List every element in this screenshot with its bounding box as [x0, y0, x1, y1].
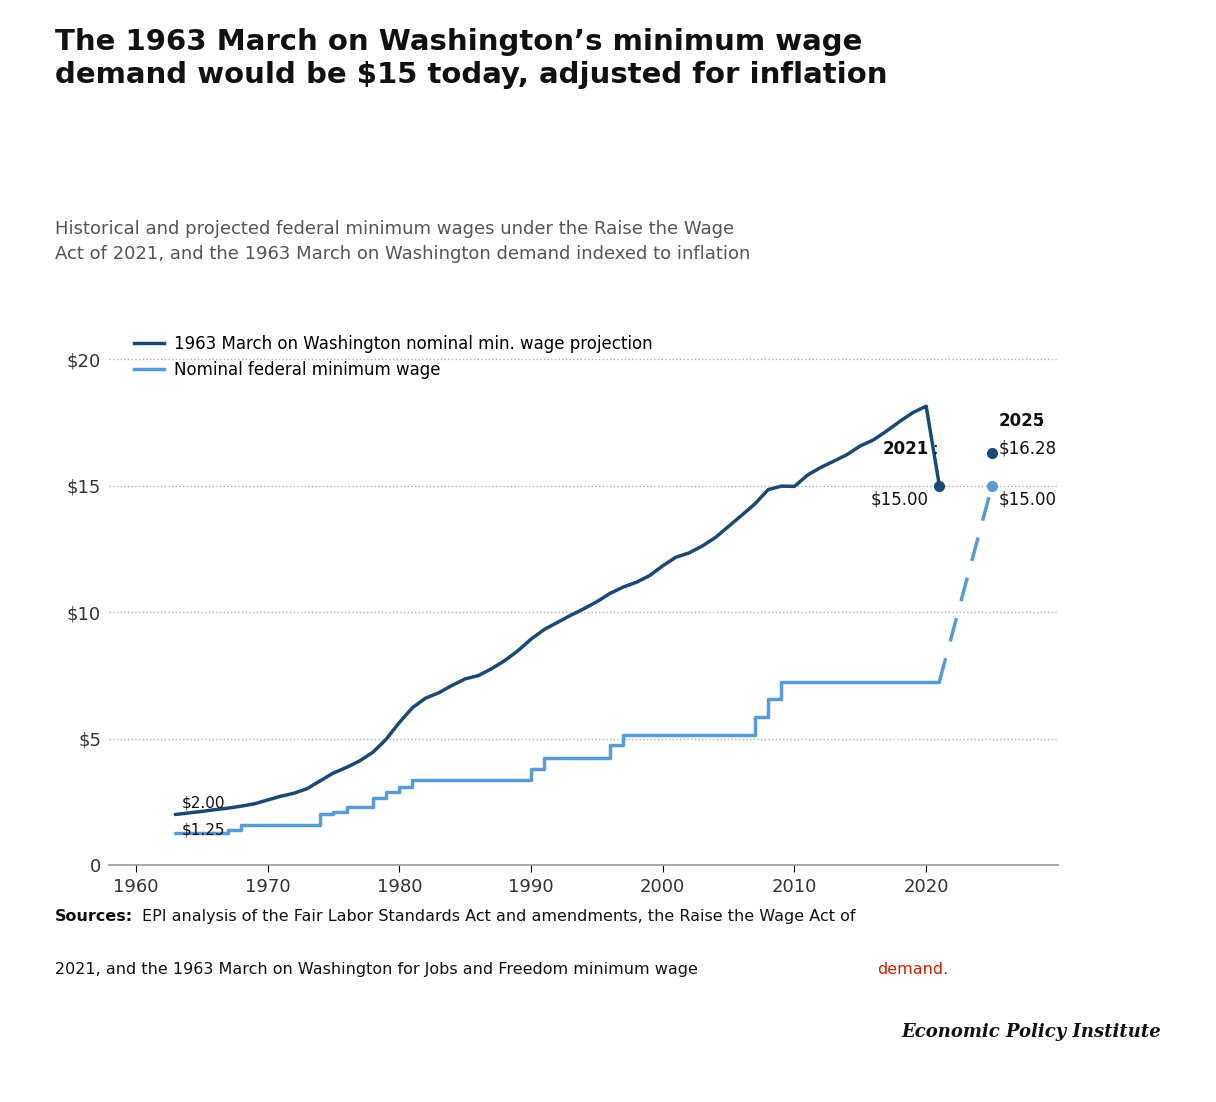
- Text: Economic Policy Institute: Economic Policy Institute: [901, 1024, 1161, 1041]
- Text: The 1963 March on Washington’s minimum wage
demand would be $15 today, adjusted : The 1963 March on Washington’s minimum w…: [55, 28, 888, 89]
- Text: Sources:: Sources:: [55, 909, 133, 925]
- Text: demand.: demand.: [877, 962, 948, 977]
- Text: $2.00: $2.00: [182, 796, 225, 811]
- Text: 2021, and the 1963 March on Washington for Jobs and Freedom minimum wage: 2021, and the 1963 March on Washington f…: [55, 962, 703, 977]
- Text: :: :: [933, 440, 939, 457]
- Text: $1.25: $1.25: [182, 823, 225, 838]
- Text: Historical and projected federal minimum wages under the Raise the Wage
Act of 2: Historical and projected federal minimum…: [55, 220, 750, 262]
- Text: 2021: 2021: [883, 440, 929, 457]
- Text: 2025: 2025: [998, 412, 1045, 430]
- Legend: 1963 March on Washington nominal min. wage projection, Nominal federal minimum w: 1963 March on Washington nominal min. wa…: [128, 328, 659, 386]
- Text: $15.00: $15.00: [871, 490, 929, 509]
- Text: $16.28: $16.28: [998, 440, 1057, 457]
- Text: $15.00: $15.00: [998, 490, 1057, 509]
- Text: :: :: [1038, 412, 1043, 430]
- Text: EPI analysis of the Fair Labor Standards Act and amendments, the Raise the Wage : EPI analysis of the Fair Labor Standards…: [142, 909, 856, 925]
